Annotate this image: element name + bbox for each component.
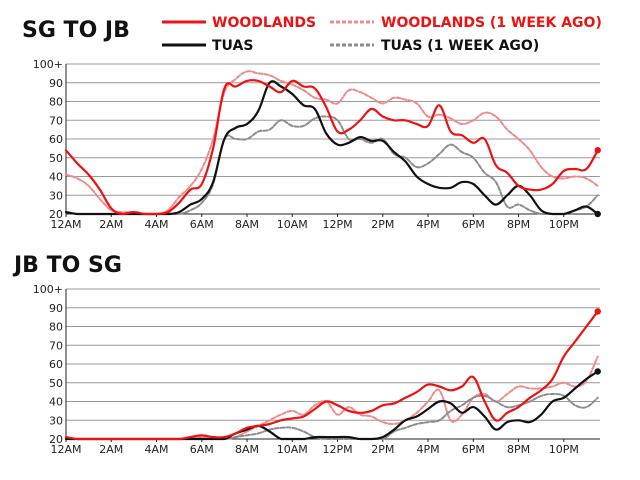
x-tick-label: 12AM	[50, 443, 81, 456]
y-tick-label: 90	[49, 77, 63, 90]
y-tick-label: 30	[49, 414, 63, 427]
chart-title: SG TO JB	[22, 18, 130, 43]
x-tick-label: 4AM	[145, 218, 169, 231]
x-tick-label: 8AM	[235, 218, 259, 231]
x-tick-label: 2PM	[371, 443, 394, 456]
x-tick-label: 6AM	[190, 443, 214, 456]
x-tick-label: 10AM	[277, 443, 308, 456]
x-tick-label: 8PM	[507, 443, 530, 456]
y-tick-label: 20	[49, 433, 63, 446]
y-tick-label: 40	[49, 396, 63, 409]
x-tick-label: 8AM	[235, 443, 259, 456]
y-tick-label: 60	[49, 133, 63, 146]
x-tick-label: 8PM	[507, 218, 530, 231]
x-tick-label: 2PM	[371, 218, 394, 231]
x-tick-label: 6AM	[190, 218, 214, 231]
y-tick-label: 100+	[33, 58, 63, 71]
x-tick-label: 2AM	[99, 443, 123, 456]
y-tick-label: 80	[49, 321, 63, 334]
y-tick-label: 70	[49, 339, 63, 352]
x-tick-label: 4AM	[145, 443, 169, 456]
y-tick-label: 20	[49, 208, 63, 221]
y-tick-label: 60	[49, 358, 63, 371]
y-tick-label: 100+	[33, 283, 63, 296]
x-tick-label: 6PM	[462, 443, 485, 456]
y-tick-label: 70	[49, 114, 63, 127]
x-tick-label: 4PM	[416, 218, 439, 231]
x-tick-label: 10PM	[549, 443, 579, 456]
x-tick-label: 12PM	[322, 443, 352, 456]
y-tick-label: 80	[49, 96, 63, 109]
series-endpoint-woodlands	[594, 147, 601, 154]
legend-label-tuas-prev: TUAS (1 WEEK AGO)	[381, 38, 539, 54]
y-tick-label: 50	[49, 377, 63, 390]
x-tick-label: 12AM	[50, 218, 81, 231]
x-tick-label: 12PM	[322, 218, 352, 231]
series-endpoint-tuas	[594, 368, 601, 375]
series-line-woodlands	[64, 79, 599, 216]
chart-jb-to-sg: JB TO SG 20 30 40 50 60 70 80 90 100+ 12AM 2AM 4AM 6A…	[12, 253, 601, 456]
y-tick-label: 40	[49, 171, 63, 184]
legend-label-woodlands: WOODLANDS	[212, 15, 316, 31]
series-line-woodlands-prev	[65, 70, 599, 215]
x-tick-label: 6PM	[462, 218, 485, 231]
series-line-tuas-prev	[65, 115, 599, 215]
y-tick-label: 30	[49, 189, 63, 202]
x-tick-label: 2AM	[99, 218, 123, 231]
series-line-woodlands	[64, 310, 599, 441]
chart-sg-to-jb: SG TO JB 20 30 40 50 60 70 80 90 100+ 12AM 2AM 4AM 6A…	[22, 18, 601, 231]
series-endpoint-woodlands	[594, 308, 601, 315]
x-tick-label: 10PM	[549, 218, 579, 231]
series-endpoint-tuas	[594, 210, 601, 218]
y-tick-label: 90	[49, 302, 63, 315]
x-tick-label: 10AM	[277, 218, 308, 231]
series-line-tuas-prev	[65, 392, 599, 440]
series-line-woodlands-prev	[65, 355, 599, 440]
legend-label-woodlands-prev: WOODLANDS (1 WEEK AGO)	[381, 15, 602, 31]
legend-label-tuas: TUAS	[212, 38, 253, 54]
y-tick-label: 50	[49, 152, 63, 165]
legend: WOODLANDS WOODLANDS (1 WEEK AGO) TUAS TU…	[162, 15, 602, 54]
chart-title: JB TO SG	[12, 253, 122, 278]
x-tick-label: 4PM	[416, 443, 439, 456]
